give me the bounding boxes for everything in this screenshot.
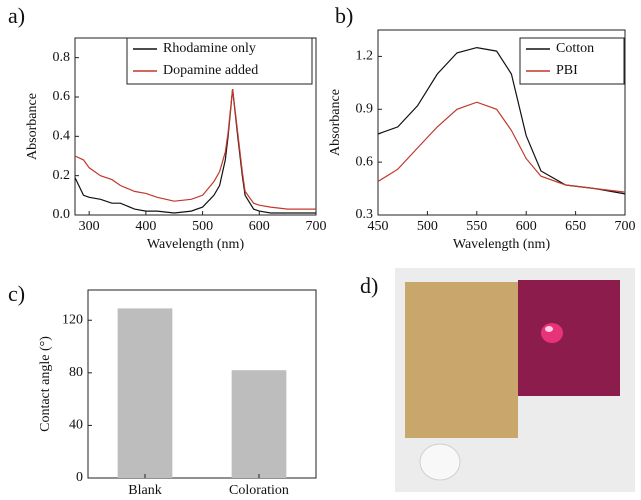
y-tick-label: 0.6: [356, 154, 374, 169]
photo: [395, 268, 635, 492]
beige-fabric: [405, 282, 518, 438]
droplet-highlight: [545, 326, 553, 332]
y-axis-label: Absorbance: [328, 89, 343, 156]
y-tick-label: 1.2: [356, 49, 374, 64]
y-tick-label: 120: [62, 312, 83, 327]
x-tick-label: 600: [249, 219, 270, 234]
x-tick-label: 700: [615, 219, 636, 234]
x-tick-label: Coloration: [229, 483, 289, 498]
panel-label: b): [335, 3, 353, 28]
y-tick-label: 0.9: [356, 102, 374, 117]
x-tick-label: 700: [306, 219, 327, 234]
x-tick-label: 450: [368, 219, 389, 234]
water-drop: [420, 444, 460, 480]
x-tick-label: 500: [417, 219, 438, 234]
x-tick-label: 550: [466, 219, 487, 234]
data-line: [378, 102, 625, 192]
x-tick-label: 300: [79, 219, 100, 234]
legend-label: Dopamine added: [163, 63, 258, 78]
y-tick-label: 80: [69, 365, 83, 380]
figure: 0.00.20.40.60.8Absorbance300400500600700…: [0, 0, 641, 500]
droplet: [541, 323, 563, 343]
y-tick-label: 0.0: [53, 207, 71, 222]
y-tick-label: 0: [76, 470, 83, 485]
legend-label: Rhodamine only: [163, 41, 256, 56]
y-tick-label: 0.4: [53, 129, 71, 144]
panel-label: c): [8, 281, 25, 306]
y-tick-label: 0.8: [53, 50, 71, 65]
x-tick-label: 600: [516, 219, 537, 234]
y-tick-label: 40: [69, 418, 83, 433]
y-axis-label: Absorbance: [25, 93, 40, 160]
panel-label: d): [360, 273, 378, 298]
y-tick-label: 0.6: [53, 89, 71, 104]
panel-label: a): [8, 3, 25, 28]
legend-label: PBI: [556, 63, 578, 78]
x-axis-label: Wavelength (nm): [453, 237, 551, 252]
legend-label: Cotton: [556, 41, 594, 56]
bar: [232, 370, 287, 478]
data-line: [75, 89, 316, 213]
magenta-fabric: [518, 280, 620, 396]
x-tick-label: 400: [135, 219, 156, 234]
x-tick-label: Blank: [128, 483, 161, 498]
bar: [118, 308, 173, 478]
y-axis-label: Contact angle (°): [38, 336, 53, 432]
y-tick-label: 0.2: [53, 168, 71, 183]
data-line: [75, 89, 316, 209]
x-tick-label: 500: [192, 219, 213, 234]
x-axis-label: Wavelength (nm): [147, 237, 245, 252]
x-tick-label: 650: [565, 219, 586, 234]
